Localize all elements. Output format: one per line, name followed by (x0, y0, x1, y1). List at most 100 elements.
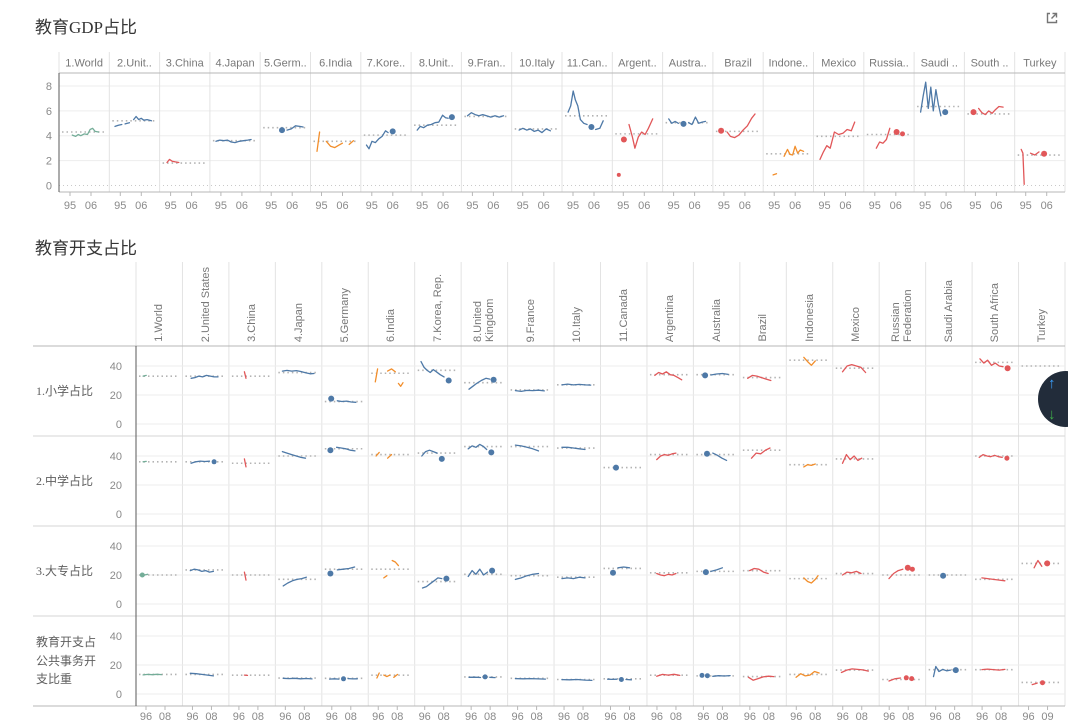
column-header[interactable]: Saudi Arabia (926, 262, 972, 342)
sparkline[interactable] (1033, 559, 1043, 569)
sparkline[interactable] (397, 382, 404, 387)
sparkline[interactable] (841, 453, 863, 464)
column-header[interactable]: 3.China (166, 58, 205, 70)
column-header[interactable]: 4.Japan (275, 262, 321, 342)
data-point-dot[interactable] (1044, 560, 1051, 567)
data-point-dot[interactable] (909, 676, 915, 682)
sparkline[interactable] (325, 140, 344, 149)
sparkline[interactable] (374, 368, 379, 383)
column-header[interactable]: Indone.. (768, 58, 808, 70)
column-header[interactable]: Brazil (740, 262, 786, 342)
column-header[interactable]: 3.China (229, 262, 275, 342)
data-point-dot[interactable] (620, 136, 627, 143)
sparkline[interactable] (981, 668, 1006, 671)
sparkline[interactable] (978, 453, 1003, 459)
column-header[interactable]: 6.India (368, 262, 414, 342)
column-header[interactable]: 1.World (136, 262, 182, 342)
column-header[interactable]: South .. (971, 58, 1009, 70)
data-point-dot[interactable] (389, 128, 396, 135)
column-header[interactable]: 2.Unit.. (117, 58, 152, 70)
sparkline[interactable] (316, 131, 321, 152)
column-header[interactable]: Turkey (1019, 262, 1065, 342)
sparkline[interactable] (654, 371, 683, 381)
sparkline[interactable] (383, 674, 391, 678)
column-header[interactable]: 11.Canada (601, 262, 647, 342)
sparkline[interactable] (142, 673, 163, 676)
data-point-dot[interactable] (704, 450, 710, 457)
column-header[interactable]: Australia (693, 262, 739, 342)
data-point-dot[interactable] (613, 464, 619, 471)
data-point-dot[interactable] (909, 566, 915, 572)
column-header[interactable]: 4.Japan (215, 58, 254, 70)
sparkline[interactable] (421, 449, 438, 457)
sparkline[interactable] (514, 677, 547, 680)
data-point-dot[interactable] (438, 455, 445, 462)
column-header[interactable]: 7.Korea, Rep. (415, 262, 461, 342)
scroll-down-icon[interactable]: ↓ (1048, 406, 1056, 423)
data-point-dot[interactable] (1004, 365, 1011, 372)
sparkline[interactable] (189, 672, 215, 677)
sparkline[interactable] (712, 674, 731, 677)
column-header[interactable]: 5.Germany (322, 262, 368, 342)
sparkline[interactable] (932, 665, 952, 678)
sparkline[interactable] (750, 447, 771, 459)
data-point-dot[interactable] (327, 570, 334, 577)
sparkline[interactable] (979, 358, 1004, 368)
sparkline[interactable] (348, 140, 355, 146)
data-point-dot[interactable] (718, 127, 725, 134)
sparkline[interactable] (190, 460, 211, 464)
data-point-dot[interactable] (704, 673, 710, 679)
data-point-dot[interactable] (588, 124, 595, 130)
sparkline[interactable] (365, 130, 389, 150)
sparkline[interactable] (841, 570, 862, 576)
sparkline[interactable] (748, 567, 769, 575)
sparkline[interactable] (132, 115, 153, 122)
column-header[interactable]: 5.Germ.. (264, 58, 307, 70)
data-point-dot[interactable] (1004, 455, 1010, 461)
data-point-dot[interactable] (327, 447, 334, 454)
column-header[interactable]: Argentina (647, 262, 693, 342)
sparkline[interactable] (166, 158, 180, 164)
column-header[interactable]: South Africa (972, 262, 1018, 342)
column-header[interactable]: Indonesia (786, 262, 832, 342)
sparkline[interactable] (712, 452, 728, 462)
sparkline[interactable] (747, 374, 772, 382)
data-point-dot[interactable] (904, 564, 911, 571)
sparkline[interactable] (628, 118, 654, 149)
data-point-dot[interactable] (341, 676, 346, 682)
data-point-dot[interactable] (448, 114, 455, 121)
data-point-dot[interactable] (940, 572, 947, 579)
sparkline[interactable] (888, 568, 904, 580)
sparkline[interactable] (656, 572, 677, 577)
column-header[interactable]: 11.Can.. (567, 58, 608, 70)
column-header[interactable]: Russian Federation (879, 262, 925, 342)
sparkline[interactable] (124, 122, 131, 125)
data-point-dot[interactable] (618, 677, 624, 682)
data-point-dot[interactable] (952, 667, 959, 674)
data-point-dot[interactable] (610, 569, 616, 576)
data-point-dot[interactable] (702, 569, 709, 576)
column-header[interactable]: 8.Unit.. (419, 58, 454, 70)
data-point-dot[interactable] (443, 575, 450, 582)
data-point-dot[interactable] (903, 675, 909, 681)
sparkline[interactable] (215, 138, 252, 144)
sparkline[interactable] (1029, 151, 1040, 156)
data-point-dot[interactable] (489, 567, 496, 574)
data-point-dot[interactable] (942, 109, 949, 116)
sparkline[interactable] (514, 389, 545, 393)
sparkline[interactable] (795, 670, 820, 678)
sparkline[interactable] (282, 677, 313, 680)
data-point-dot[interactable] (445, 377, 452, 384)
sparkline[interactable] (243, 371, 247, 379)
sparkline[interactable] (386, 453, 393, 459)
sparkline[interactable] (393, 673, 399, 678)
sparkline[interactable] (71, 127, 100, 138)
sparkline[interactable] (888, 677, 902, 682)
sparkline[interactable] (687, 116, 707, 126)
column-header[interactable]: Saudi .. (921, 58, 958, 70)
scroll-up-icon[interactable]: ↑ (1048, 375, 1056, 392)
column-header[interactable]: 2.United States (182, 262, 228, 342)
column-header[interactable]: 10.Italy (554, 262, 600, 342)
data-point-dot[interactable] (279, 127, 285, 134)
data-point-dot[interactable] (680, 120, 687, 127)
